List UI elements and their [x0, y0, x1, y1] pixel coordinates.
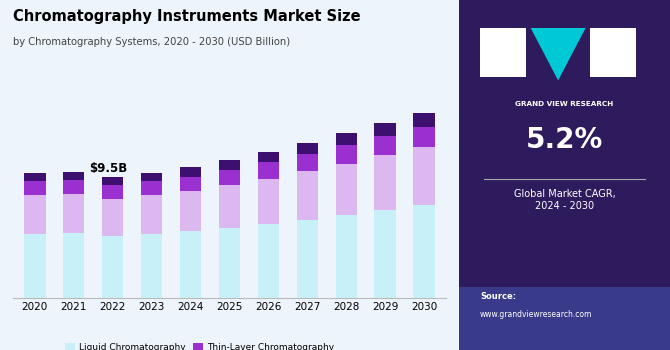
- Bar: [102, 236, 123, 298]
- Bar: [219, 160, 240, 170]
- Bar: [336, 133, 357, 145]
- Text: GRAND VIEW RESEARCH: GRAND VIEW RESEARCH: [515, 102, 614, 107]
- Bar: [63, 180, 84, 195]
- Bar: [180, 231, 201, 298]
- Bar: [297, 171, 318, 219]
- Bar: [102, 185, 123, 199]
- Bar: [413, 127, 435, 147]
- Bar: [413, 113, 435, 127]
- Bar: [141, 181, 162, 195]
- Bar: [375, 136, 396, 155]
- Bar: [375, 155, 396, 210]
- Bar: [258, 178, 279, 224]
- Bar: [297, 154, 318, 171]
- FancyBboxPatch shape: [590, 28, 636, 77]
- Text: 5.2%: 5.2%: [526, 126, 603, 154]
- Bar: [102, 176, 123, 185]
- Bar: [63, 195, 84, 233]
- Bar: [24, 195, 46, 234]
- FancyBboxPatch shape: [480, 28, 527, 77]
- Bar: [336, 145, 357, 163]
- Bar: [102, 199, 123, 236]
- Bar: [375, 123, 396, 136]
- Bar: [141, 195, 162, 234]
- Bar: [24, 234, 46, 298]
- Text: Source:: Source:: [480, 292, 516, 301]
- Bar: [336, 163, 357, 215]
- Bar: [141, 173, 162, 181]
- Bar: [180, 167, 201, 176]
- Bar: [24, 173, 46, 181]
- Bar: [63, 172, 84, 180]
- Bar: [63, 233, 84, 298]
- Bar: [141, 234, 162, 298]
- FancyBboxPatch shape: [459, 287, 670, 350]
- Bar: [258, 162, 279, 178]
- Bar: [297, 142, 318, 154]
- Bar: [413, 204, 435, 298]
- FancyBboxPatch shape: [459, 0, 670, 287]
- Bar: [297, 219, 318, 298]
- Text: Chromatography Instruments Market Size: Chromatography Instruments Market Size: [13, 9, 361, 24]
- Text: $9.5B: $9.5B: [89, 162, 127, 175]
- Text: by Chromatography Systems, 2020 - 2030 (USD Billion): by Chromatography Systems, 2020 - 2030 (…: [13, 37, 291, 47]
- Bar: [180, 176, 201, 191]
- Bar: [258, 224, 279, 298]
- Bar: [336, 215, 357, 298]
- Bar: [24, 181, 46, 195]
- Text: Global Market CAGR,
2024 - 2030: Global Market CAGR, 2024 - 2030: [514, 189, 615, 211]
- Bar: [219, 170, 240, 185]
- Bar: [258, 152, 279, 162]
- Bar: [180, 191, 201, 231]
- Bar: [219, 228, 240, 298]
- Bar: [413, 147, 435, 204]
- Legend: Liquid Chromatography, Gas Chromatography, Thin-Layer Chromatography, Supercriti: Liquid Chromatography, Gas Chromatograph…: [62, 340, 371, 350]
- Polygon shape: [531, 28, 586, 80]
- Text: www.grandviewresearch.com: www.grandviewresearch.com: [480, 310, 592, 319]
- Bar: [219, 185, 240, 228]
- Bar: [375, 210, 396, 298]
